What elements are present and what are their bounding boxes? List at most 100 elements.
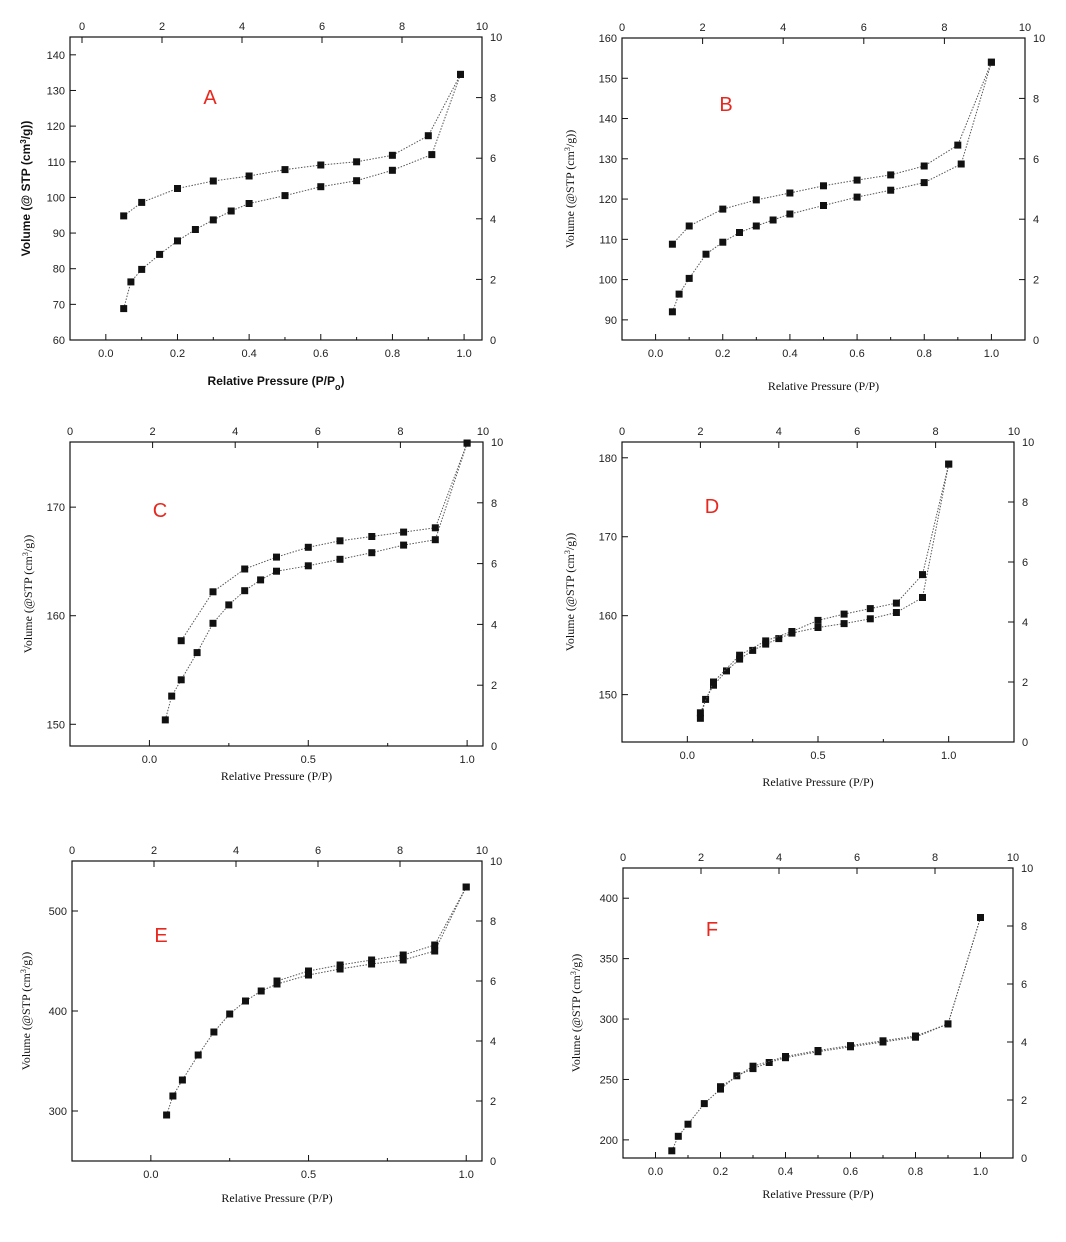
plot-frame: [71, 860, 483, 1162]
x-axis-title: Relative Pressure (P/P): [762, 1187, 873, 1201]
y-tick-label: 140: [599, 114, 617, 126]
desorption-point: [241, 565, 249, 573]
adsorption-point: [765, 1059, 773, 1066]
adsorption-point: [786, 210, 794, 218]
top-tick-label: 0: [619, 426, 625, 438]
adsorption-point: [892, 609, 900, 616]
x-tick-label: 1.0: [941, 750, 956, 762]
y-axis-title: Volume (@STP (cm3/g)): [19, 952, 34, 1070]
right-tick-label: 8: [490, 93, 496, 105]
x-tick-label: 0.2: [170, 348, 185, 360]
adsorption-point: [769, 216, 777, 224]
adsorption-point: [702, 695, 710, 703]
adsorption-point: [245, 200, 253, 207]
x-tick-label: 0.0: [648, 348, 663, 360]
adsorption-point: [281, 192, 289, 200]
right-tick-label: 10: [1033, 33, 1045, 45]
desorption-point: [866, 605, 874, 613]
right-tick-label: 4: [1033, 214, 1039, 226]
adsorption-point: [840, 620, 848, 628]
x-tick-label: 0.0: [680, 750, 695, 762]
y-tick-label: 150: [599, 73, 617, 85]
right-tick-label: 8: [1022, 497, 1028, 509]
adsorption-point: [920, 179, 928, 187]
adsorption-point: [242, 997, 249, 1005]
adsorption-point: [156, 250, 164, 258]
adsorption-point: [733, 1072, 741, 1080]
y-tick-label: 180: [599, 453, 617, 465]
x-tick-label: 1.0: [456, 348, 471, 360]
adsorption-point: [209, 216, 217, 224]
right-tick-label: 4: [491, 619, 497, 631]
x-tick-label: 0.8: [917, 348, 932, 360]
desorption-line: [180, 442, 468, 641]
top-tick-label: 8: [397, 845, 403, 857]
adsorption-point: [138, 265, 146, 273]
adsorption-point: [685, 274, 693, 282]
x-tick-label: 0.5: [301, 754, 316, 766]
adsorption-point: [161, 716, 169, 724]
adsorption-point: [399, 956, 407, 964]
chart-d: 0.0 0.5 1.0 150 160 170 180 0 2 4 6 8 10 0 2 4 6 8 10 Relat…: [563, 426, 1035, 789]
adsorption-point: [431, 947, 439, 955]
x-tick-label: 0.4: [782, 348, 797, 360]
adsorption-point: [668, 1147, 676, 1155]
right-tick-label: 4: [490, 214, 496, 226]
y-axis-title: Volume (@ STP (cm3/g)): [19, 121, 34, 257]
desorption-point: [209, 588, 217, 596]
adsorption-point: [210, 1028, 218, 1036]
y-axis-title: Volume (@STP (cm3/g)): [563, 533, 578, 651]
top-tick-label: 4: [233, 845, 239, 857]
adsorption-point: [752, 222, 760, 230]
chart-panel-f: 0.0 0.2 0.4 0.6 0.8 1.0 200 250 300 350 400 0 2 4 6 8 10…: [540, 830, 1066, 1242]
x-axis-title: Relative Pressure (P/Po): [208, 374, 345, 392]
right-tick-label: 2: [1021, 1095, 1027, 1107]
desorption-point: [424, 132, 432, 140]
desorption-point: [919, 571, 926, 579]
adsorption-point: [169, 1092, 177, 1100]
adsorption-point: [668, 308, 676, 316]
top-tick-label: 4: [239, 21, 245, 33]
adsorption-point: [749, 646, 757, 654]
desorption-point: [209, 177, 217, 185]
desorption-point: [820, 182, 827, 190]
desorption-point: [336, 961, 344, 969]
right-tick-label: 0: [1021, 1153, 1027, 1165]
right-tick-label: 10: [491, 437, 503, 449]
desorption-point: [177, 637, 185, 645]
top-tick-label: 2: [700, 22, 706, 34]
adsorption-point: [736, 229, 743, 236]
desorption-point: [368, 533, 376, 540]
desorption-point: [463, 439, 471, 447]
top-tick-label: 4: [776, 852, 782, 864]
desorption-point: [273, 553, 280, 561]
adsorption-point: [736, 655, 744, 663]
desorption-point: [717, 1083, 724, 1091]
right-tick-label: 4: [1021, 1037, 1027, 1049]
top-tick-label: 2: [150, 426, 156, 438]
adsorption-point: [775, 635, 783, 643]
top-tick-label: 0: [69, 845, 75, 857]
y-tick-label: 140: [47, 50, 65, 62]
right-tick-label: 0: [490, 335, 496, 347]
panel-label-f: F: [706, 919, 718, 941]
right-tick-label: 6: [1021, 979, 1027, 991]
adsorption-point: [919, 594, 926, 601]
y-tick-label: 250: [600, 1074, 618, 1086]
top-tick-label: 8: [397, 426, 403, 438]
right-tick-label: 6: [490, 153, 496, 165]
x-tick-label: 0.0: [142, 754, 157, 766]
y-tick-label: 300: [600, 1014, 618, 1026]
top-tick-label: 0: [619, 22, 625, 34]
adsorption-point: [675, 290, 683, 298]
top-tick-label: 10: [477, 426, 489, 438]
desorption-point: [120, 212, 128, 220]
panel-label-a: A: [203, 87, 217, 109]
y-tick-label: 100: [47, 192, 65, 204]
x-tick-label: 0.4: [241, 348, 256, 360]
y-tick-label: 350: [600, 954, 618, 966]
y-tick-label: 160: [47, 611, 65, 623]
desorption-point: [977, 914, 984, 921]
top-tick-label: 10: [476, 845, 488, 857]
desorption-point: [944, 1020, 952, 1028]
